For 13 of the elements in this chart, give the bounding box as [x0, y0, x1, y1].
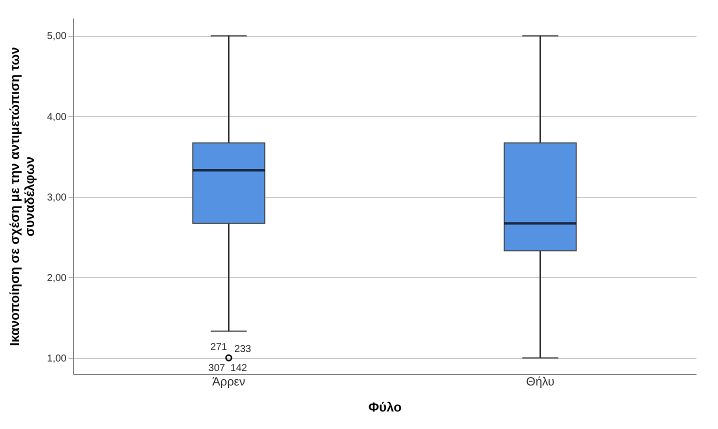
annotation: 233	[234, 344, 252, 355]
y-tick-label: 1,00	[47, 353, 67, 364]
annotation: 271	[210, 342, 228, 353]
x-tick-label: Άρρεν	[212, 374, 246, 388]
annotation: 142	[230, 362, 248, 374]
x-axis-title: Φύλο	[368, 400, 402, 414]
x-tick-label: Θήλυ	[526, 374, 554, 388]
y-tick-label: 3,00	[47, 192, 67, 204]
annotation: 307	[208, 362, 226, 374]
y-tick-label: 5,00	[47, 31, 67, 42]
y-axis-title: Ικανοποίηση σε σχέση με την αντιμετώπιση των συναδέλφων	[7, 47, 38, 346]
y-tick-label: 4,00	[47, 112, 67, 123]
y-tick-label: 2,00	[47, 272, 67, 284]
